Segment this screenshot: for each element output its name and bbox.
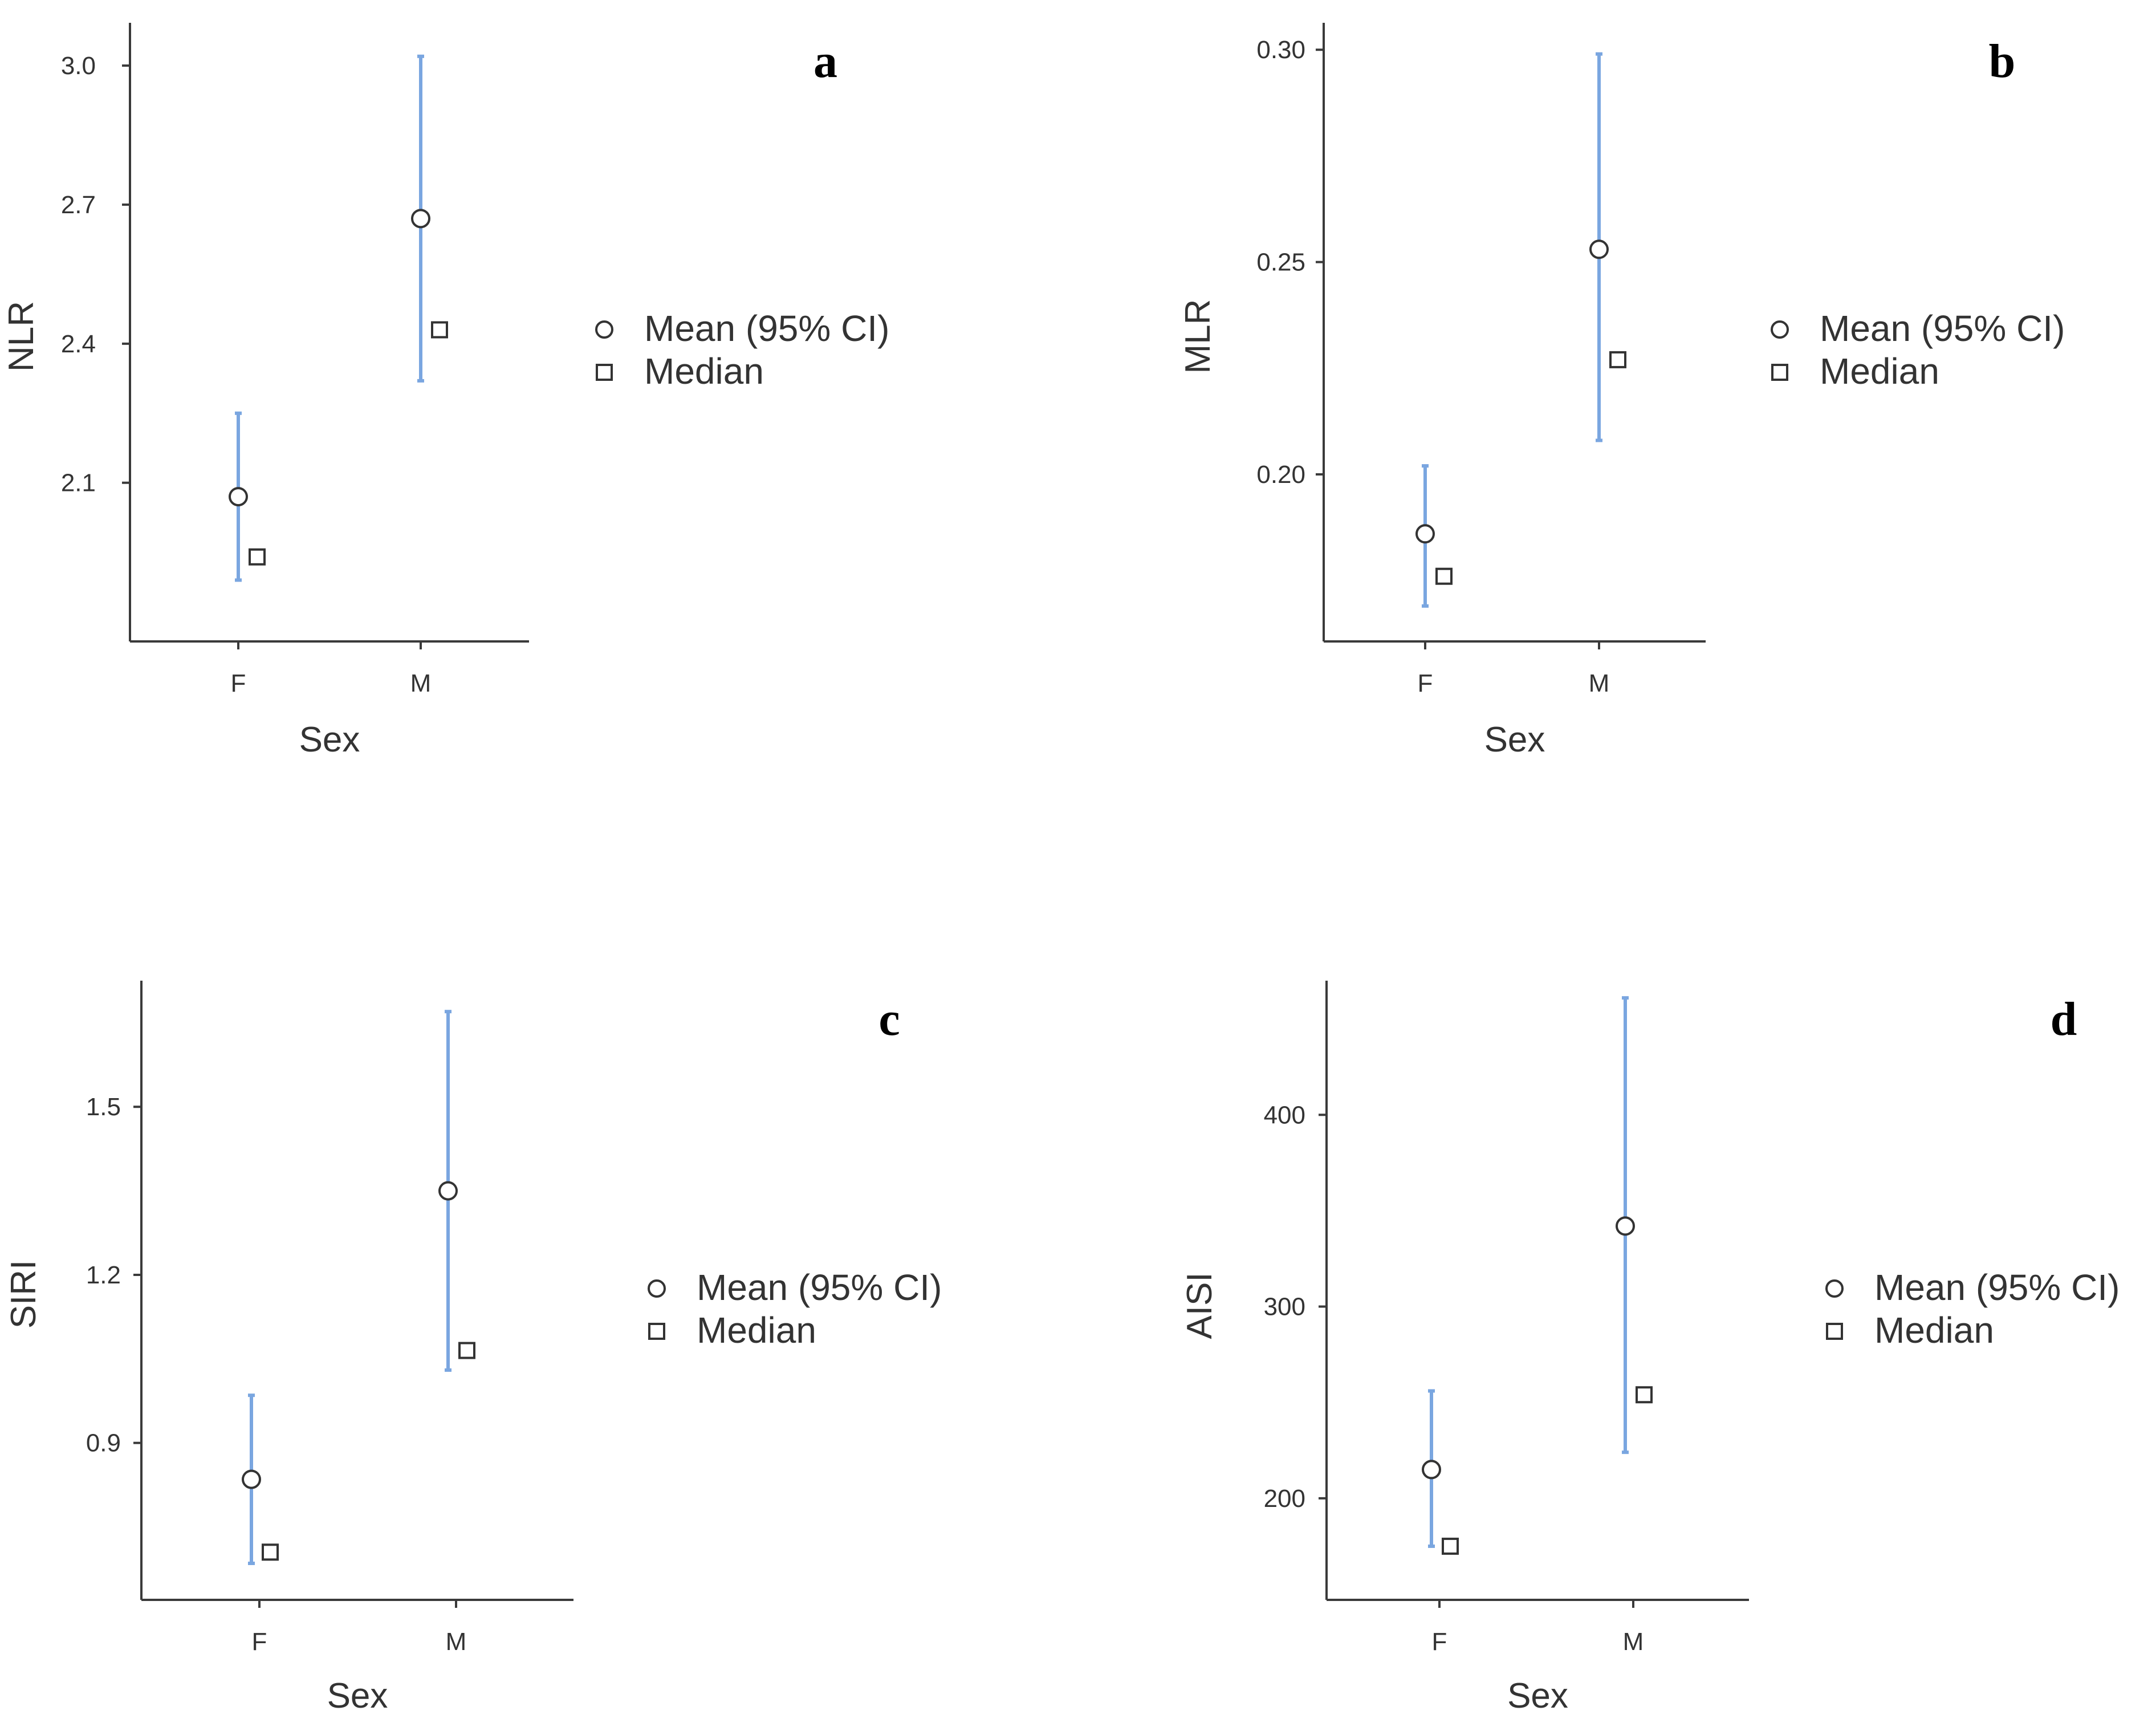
x-tick-label: F	[252, 1628, 267, 1656]
legend-mean-marker	[1771, 320, 1789, 339]
panel-letter: c	[878, 993, 900, 1046]
x-axis-title: Sex	[1507, 1676, 1568, 1716]
legend-median-label: Median	[697, 1310, 816, 1351]
median-point	[1435, 567, 1453, 585]
y-tick-label: 0.25	[1256, 249, 1305, 277]
y-tick-label: 400	[1264, 1101, 1305, 1129]
legend-median-label: Median	[1874, 1310, 1994, 1351]
median-point	[458, 1342, 475, 1359]
legend-median-label: Median	[1820, 351, 1939, 392]
legend-mean-label: Mean (95% CI)	[697, 1267, 942, 1308]
legend: Mean (95% CI)Median	[1771, 308, 2065, 392]
panel-letter: d	[2051, 993, 2077, 1046]
y-axis-title: SIRI	[4, 1260, 43, 1329]
legend-mean-marker	[648, 1279, 666, 1298]
median-point	[262, 1543, 279, 1561]
panel-letter: b	[1989, 35, 2016, 88]
x-tick-label: F	[231, 669, 246, 697]
panel-letter: a	[813, 35, 837, 88]
legend-median-marker	[648, 1323, 665, 1340]
chart-panel-a: 2.1 2.4 2.7 3.0 F M Sex NLR a Mean (95% CI)Median	[2, 23, 889, 759]
mean-point	[1616, 1216, 1635, 1236]
x-axis-title: Sex	[1484, 720, 1545, 759]
y-axis-title: MLR	[1178, 299, 1218, 374]
y-tick-label: 2.7	[61, 191, 96, 219]
chart-panel-d: 200 300 400 F M Sex AISI d Mean (95% CI)Median	[1180, 981, 2120, 1716]
x-axis-title: Sex	[327, 1676, 388, 1716]
x-tick-label: F	[1432, 1628, 1447, 1656]
y-tick-label: 300	[1264, 1293, 1305, 1321]
x-axis-title: Sex	[299, 720, 360, 759]
mean-point	[438, 1181, 458, 1201]
mean-point	[1422, 1460, 1441, 1480]
median-point	[431, 321, 448, 339]
y-tick-label: 200	[1264, 1485, 1305, 1513]
median-point	[1636, 1386, 1653, 1404]
y-tick-label: 2.1	[61, 469, 96, 497]
mean-point	[242, 1469, 261, 1489]
legend-mean-marker	[595, 320, 613, 339]
y-tick-label: 1.2	[86, 1261, 121, 1289]
median-point	[249, 548, 266, 566]
y-tick-label: 3.0	[61, 52, 96, 80]
legend-median-marker	[1771, 364, 1788, 381]
legend-mean-label: Mean (95% CI)	[644, 308, 889, 349]
chart-panel-c: 0.9 1.2 1.5 F M Sex SIRI c Mean (95% CI)Median	[4, 981, 942, 1716]
legend-median-marker	[1826, 1323, 1843, 1340]
x-tick-label: F	[1418, 669, 1433, 697]
median-point	[1442, 1537, 1459, 1555]
x-tick-label: M	[1589, 669, 1610, 697]
y-axis-title: AISI	[1180, 1272, 1219, 1339]
y-tick-label: 0.20	[1256, 461, 1305, 489]
mean-point	[411, 209, 430, 229]
x-tick-label: M	[1623, 1628, 1644, 1656]
x-tick-label: M	[410, 669, 432, 697]
x-tick-label: M	[446, 1628, 467, 1656]
median-point	[1609, 351, 1626, 368]
legend-mean-label: Mean (95% CI)	[1874, 1267, 2120, 1308]
y-tick-label: 2.4	[61, 330, 96, 358]
y-axis-title: NLR	[2, 301, 41, 372]
chart-panel-b: 0.20 0.25 0.30 F M Sex MLR b Mean (95% CI)Median	[1178, 23, 2065, 759]
y-tick-label: 0.9	[86, 1429, 121, 1457]
y-tick-label: 1.5	[86, 1093, 121, 1121]
legend: Mean (95% CI)Median	[1825, 1267, 2120, 1351]
legend-median-marker	[596, 364, 613, 381]
legend: Mean (95% CI)Median	[648, 1267, 942, 1351]
mean-point	[1589, 239, 1609, 259]
legend: Mean (95% CI)Median	[595, 308, 889, 392]
legend-mean-label: Mean (95% CI)	[1820, 308, 2065, 349]
y-tick-label: 0.30	[1256, 36, 1305, 64]
mean-point	[1415, 524, 1435, 544]
mean-point	[229, 487, 248, 507]
legend-median-label: Median	[644, 351, 764, 392]
legend-mean-marker	[1825, 1279, 1844, 1298]
